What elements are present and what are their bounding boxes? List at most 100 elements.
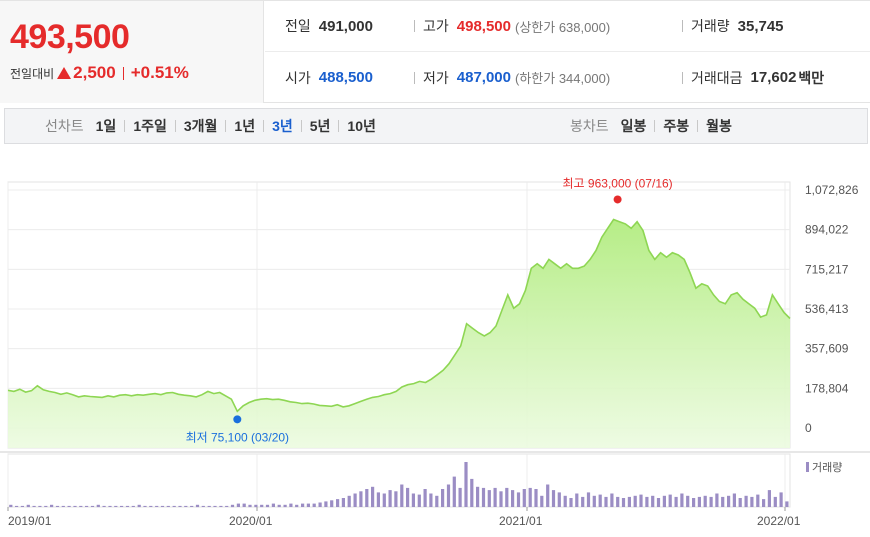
low-marker: [233, 415, 242, 424]
stat-trade-value: 거래대금 17,602 백만: [691, 68, 824, 88]
volume-bars: 거래량: [9, 461, 842, 508]
volume-bar: [207, 505, 211, 507]
volume-bar: [627, 496, 631, 507]
volume-bar: [697, 496, 701, 507]
period-button-2[interactable]: 3개월: [183, 118, 218, 134]
volume-bar: [680, 493, 684, 507]
volume-bar: [178, 505, 182, 507]
volume-bar: [312, 503, 316, 507]
divider: [225, 120, 227, 132]
volume-bar: [295, 504, 299, 508]
chart-toolbar: 선차트 1일 1주일 3개월 1년 3년 5년 10년 봉차트 일봉 주봉 월봉: [4, 108, 868, 144]
divider: [300, 120, 302, 132]
stat-limit: (상한가 638,000): [515, 19, 611, 35]
volume-bar: [306, 503, 310, 507]
volume-bar: [184, 505, 188, 507]
volume-bar: [67, 505, 71, 507]
volume-bar: [452, 476, 456, 507]
volume-bar: [108, 505, 112, 507]
y-axis: 1,072,826 894,022 715,217 536,413 357,609 178…: [805, 183, 859, 435]
y-tick-label: 0: [805, 421, 812, 435]
period-button-3[interactable]: 1년: [234, 118, 256, 134]
period-button-0[interactable]: 1일: [95, 118, 117, 134]
price-summary: 493,500 전일대비 2,500 +0.51% 전일 491,000 고가 …: [0, 0, 870, 103]
volume-bar: [73, 505, 77, 507]
candle-period-button-2[interactable]: 월봉: [706, 118, 732, 134]
volume-bar: [26, 504, 30, 508]
divider: [682, 20, 683, 32]
volume-bar: [435, 495, 439, 508]
volume-bar: [236, 503, 240, 507]
volume-bar: [277, 504, 281, 508]
volume-bar: [225, 505, 229, 507]
period-button-5[interactable]: 5년: [309, 118, 331, 134]
stat-label: 저가: [423, 69, 449, 86]
price-stats: 전일 491,000 고가 498,500 (상한가 638,000) 거래량 …: [265, 1, 870, 103]
volume-bar: [382, 493, 386, 507]
current-price-box: 493,500 전일대비 2,500 +0.51%: [0, 1, 264, 103]
y-tick-label: 1,072,826: [805, 183, 859, 197]
volume-bar: [283, 504, 287, 508]
stat-label: 거래대금: [691, 69, 743, 86]
y-tick-label: 536,413: [805, 302, 849, 316]
stat-value: 488,500: [318, 69, 373, 86]
period-button-4[interactable]: 3년: [272, 118, 293, 134]
stat-value: 487,000: [456, 69, 511, 86]
volume-bar: [400, 484, 404, 507]
volume-bar: [324, 501, 328, 507]
volume-bar: [125, 505, 130, 507]
volume-bar: [85, 505, 89, 507]
divider: [682, 71, 683, 84]
line-chart-periods: 선차트 1일 1주일 3개월 1년 3년 5년 10년: [45, 116, 378, 136]
volume-bar: [499, 491, 503, 507]
volume-bar: [50, 504, 54, 508]
volume-bar: [96, 504, 100, 508]
volume-bar: [102, 505, 106, 507]
volume-bar: [371, 486, 375, 508]
volume-bar: [785, 501, 789, 507]
high-label: 최고 963,000 (07/16): [563, 176, 673, 190]
volume-bar: [586, 492, 591, 507]
volume-bar: [44, 505, 48, 507]
volume-bar: [639, 494, 643, 507]
divider: [122, 66, 124, 80]
volume-bar: [546, 484, 550, 507]
divider: [697, 120, 699, 132]
volume-bar: [721, 496, 725, 507]
volume-bar: [15, 505, 19, 507]
volume-bar: [260, 504, 264, 508]
volume-bar: [762, 499, 766, 507]
volume-bar: [656, 498, 661, 507]
candle-period-button-0[interactable]: 일봉: [620, 118, 647, 134]
divider: [654, 120, 656, 132]
volume-bar: [493, 487, 497, 507]
volume-bar: [674, 496, 678, 507]
stat-label: 시가: [285, 69, 311, 86]
candle-chart-label: 봉차트: [570, 118, 609, 134]
volume-bar: [172, 505, 176, 507]
volume-bar: [336, 499, 340, 507]
price-chart-svg: 1,072,826 894,022 715,217 536,413 357,609 178…: [0, 176, 870, 528]
x-tick-label: 2021/01: [499, 514, 543, 528]
volume-bar: [715, 493, 719, 507]
candle-period-button-1[interactable]: 주봉: [663, 118, 690, 134]
volume-bar: [441, 489, 445, 507]
volume-bar: [487, 490, 491, 507]
volume-bar: [301, 503, 305, 507]
volume-bar: [458, 487, 462, 507]
volume-bar: [516, 492, 521, 507]
period-button-1[interactable]: 1주일: [133, 118, 167, 134]
volume-bar: [195, 504, 200, 508]
stat-value: 35,745: [737, 17, 784, 35]
period-button-6[interactable]: 10년: [347, 118, 376, 134]
x-tick-label: 2020/01: [229, 514, 273, 528]
volume-bar: [376, 492, 380, 507]
volume-bar: [633, 495, 637, 508]
volume-legend-label: 거래량: [812, 461, 842, 474]
x-tick-label: 2019/01: [8, 514, 52, 528]
volume-bar: [446, 484, 451, 507]
volume-bar: [645, 496, 649, 507]
volume-bar: [190, 505, 194, 507]
volume-bar: [773, 496, 777, 507]
volume-bar: [365, 489, 369, 507]
